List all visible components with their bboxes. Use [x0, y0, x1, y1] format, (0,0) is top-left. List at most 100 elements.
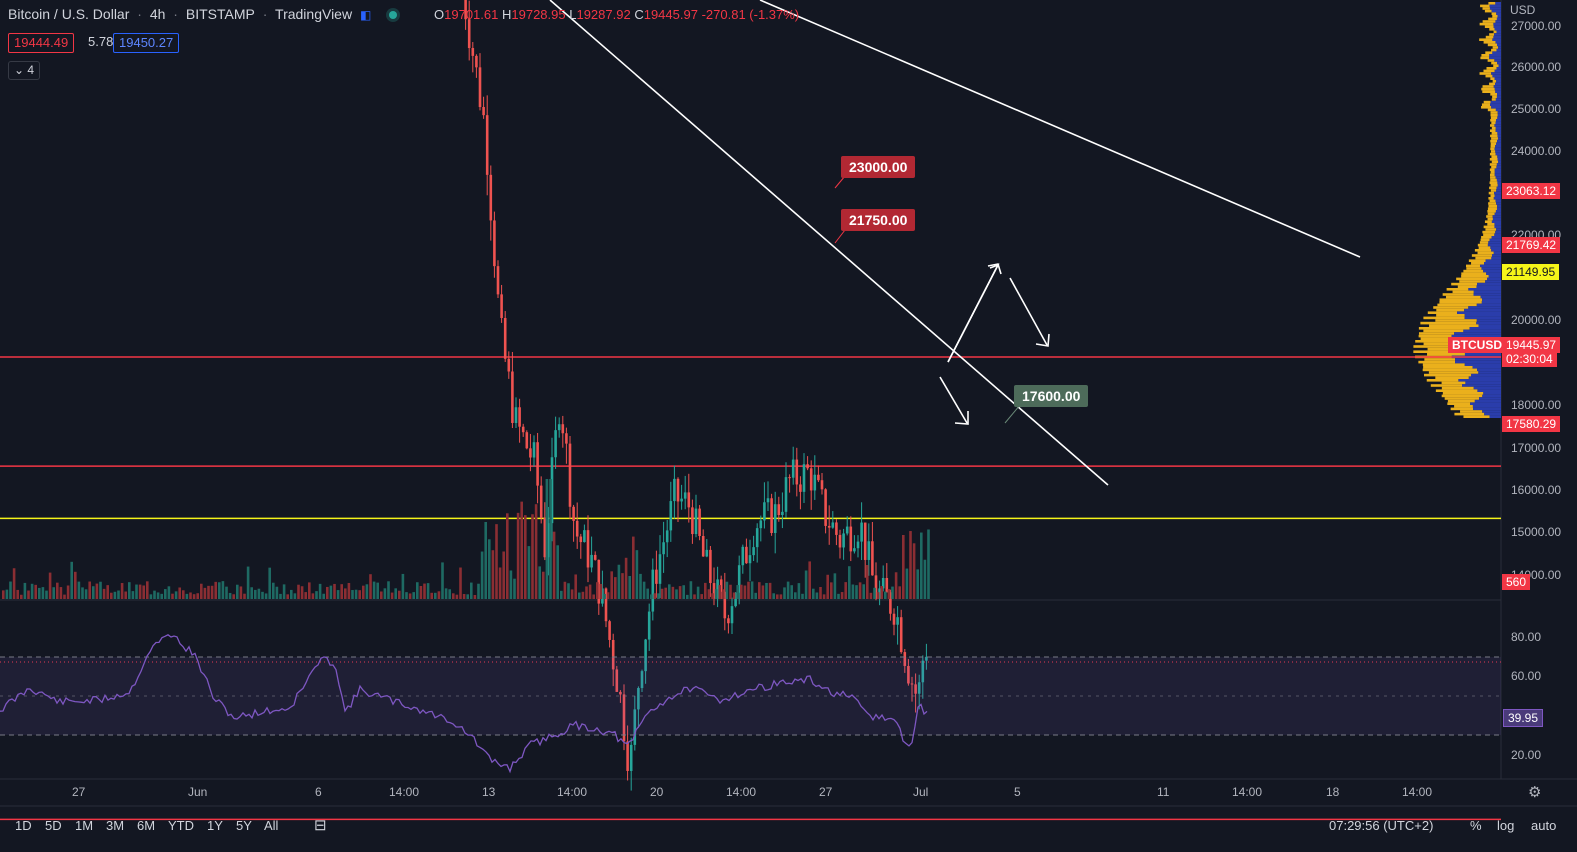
volume-bar — [696, 586, 700, 599]
range-1y[interactable]: 1Y — [207, 818, 223, 833]
candle-body — [827, 525, 831, 528]
date-range-icon[interactable]: ⊟ — [314, 817, 327, 834]
volume-bar — [30, 583, 34, 599]
volume-bar — [110, 592, 113, 599]
arrow-target-shaft — [939, 376, 968, 424]
volume-profile-bar — [1496, 80, 1501, 83]
volume-profile-bar — [1491, 12, 1497, 15]
candle-body — [892, 613, 896, 625]
volume-profile-bar — [1479, 22, 1494, 26]
price-label: 26000.00 — [1511, 60, 1562, 74]
buy-price-button[interactable]: 19450.27 — [113, 33, 180, 53]
time-label: 14:00 — [1232, 785, 1263, 799]
volume-bar — [2, 590, 5, 599]
candle-body — [572, 506, 575, 521]
candle-body — [471, 48, 475, 56]
candle-body — [820, 480, 824, 490]
candle-body — [813, 474, 817, 491]
currency-label[interactable]: USD — [1510, 3, 1536, 17]
volume-profile-bar — [1473, 293, 1501, 296]
candle-body — [745, 546, 748, 564]
candle-body — [838, 534, 842, 548]
volume-profile-bar — [1470, 402, 1501, 405]
candle-body — [547, 523, 550, 558]
symbol-title[interactable]: Bitcoin / U.S. Dollar — [8, 6, 130, 22]
volume-bar — [5, 589, 9, 599]
annotation-17600[interactable]: 17600.00 — [1014, 385, 1089, 407]
range-all[interactable]: All — [264, 818, 279, 833]
volume-bar — [160, 593, 163, 599]
candle-body — [917, 682, 921, 694]
candle-body — [799, 484, 802, 492]
range-ytd[interactable]: YTD — [168, 818, 194, 833]
volume-profile-bar — [1488, 2, 1496, 5]
volume-profile-bar — [1487, 223, 1495, 226]
volume-bar — [628, 575, 631, 599]
candle-body — [629, 744, 633, 771]
volume-bar — [27, 590, 30, 599]
range-3m[interactable]: 3M — [106, 818, 125, 833]
volume-profile-bar — [1493, 30, 1497, 34]
indicators-toggle[interactable]: ⌄ 4 — [8, 61, 40, 80]
volume-bar — [624, 557, 628, 599]
interval-label[interactable]: 4h — [149, 6, 166, 22]
volume-bar — [38, 587, 41, 599]
volume-profile-bar — [1490, 93, 1498, 96]
volume-profile-bar — [1481, 106, 1492, 109]
volume-bar — [455, 594, 459, 599]
volume-profile-bar — [1477, 389, 1501, 392]
volume-profile-bar — [1497, 132, 1501, 135]
low-value: 19287.92 — [576, 7, 631, 22]
candle-body — [709, 549, 712, 584]
candle-body — [809, 468, 813, 491]
volume-profile-bar — [1495, 126, 1501, 130]
volume-bar — [776, 594, 779, 599]
volume-bar — [128, 582, 131, 599]
volume-profile-bar — [1454, 412, 1485, 416]
candle-body — [788, 477, 791, 479]
volume-profile-bar — [1433, 306, 1469, 309]
annotation-21750[interactable]: 21750.00 — [841, 209, 916, 231]
clock[interactable]: 07:29:56 (UTC+2) — [1329, 818, 1434, 833]
volume-profile-bar — [1476, 321, 1501, 325]
settings-gear-icon[interactable]: ⚙ — [1528, 784, 1542, 801]
volume-profile-bar — [1464, 363, 1501, 366]
annotation-23000[interactable]: 23000.00 — [841, 156, 916, 178]
candle-body — [874, 575, 878, 599]
volume-profile-bar — [1418, 334, 1452, 338]
volume-profile-bar — [1422, 363, 1465, 366]
volume-profile-bar — [1418, 332, 1455, 335]
candle-body — [727, 618, 730, 624]
volume-profile-bar — [1497, 111, 1501, 114]
range-1m[interactable]: 1M — [75, 818, 94, 833]
volume-profile-bar — [1451, 282, 1478, 286]
candle-body — [655, 569, 658, 584]
high-label: H — [501, 7, 512, 22]
candle-body — [777, 504, 781, 516]
volume-bar — [369, 574, 372, 599]
volume-profile-bar — [1483, 225, 1495, 229]
volume-profile-bar — [1494, 191, 1501, 195]
volume-profile-bar — [1456, 277, 1488, 281]
range-6m[interactable]: 6M — [137, 818, 156, 833]
provider-label: TradingView — [275, 6, 353, 22]
percent-toggle[interactable]: % — [1470, 818, 1482, 833]
range-1d[interactable]: 1D — [15, 818, 32, 833]
auto-toggle[interactable]: auto — [1531, 818, 1557, 833]
volume-profile-bar — [1439, 301, 1482, 304]
log-toggle[interactable]: log — [1497, 818, 1515, 833]
sell-price-button[interactable]: 19444.49 — [8, 33, 75, 53]
volume-profile-bar — [1492, 51, 1501, 54]
market-status-icon[interactable] — [389, 11, 398, 19]
volume-profile-bar — [1452, 290, 1474, 294]
replay-icon[interactable]: ◧ — [359, 8, 372, 22]
volume-bar — [311, 593, 315, 599]
candle-body — [867, 541, 871, 560]
volume-profile-bar — [1496, 207, 1501, 210]
volume-profile-bar — [1497, 181, 1501, 184]
volume-bar — [437, 591, 441, 599]
range-5y[interactable]: 5Y — [236, 818, 252, 833]
range-5d[interactable]: 5D — [45, 818, 62, 833]
volume-profile-bar — [1471, 254, 1492, 257]
